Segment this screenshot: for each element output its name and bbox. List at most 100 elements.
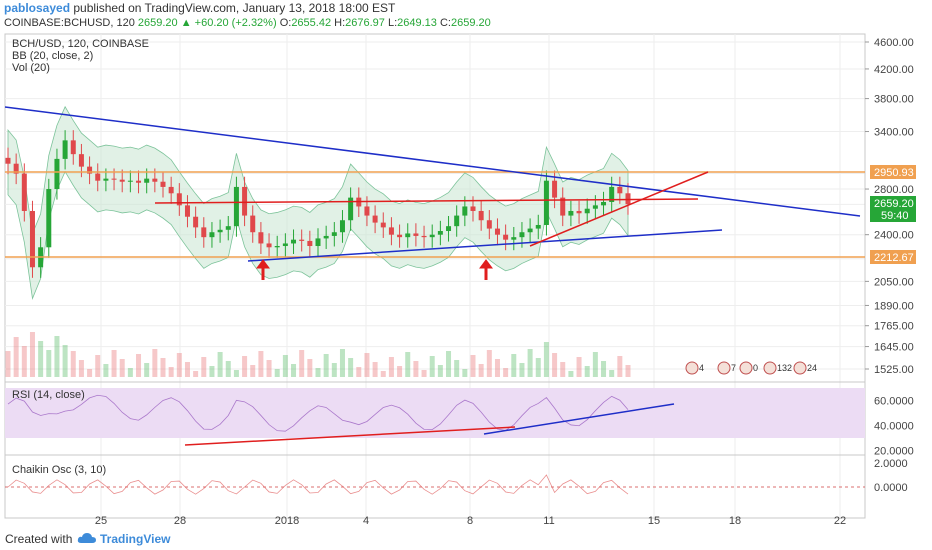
low-value: 2649.13 xyxy=(397,17,437,29)
volume-bar xyxy=(225,361,231,377)
candle-body xyxy=(527,228,533,233)
time-tick-label: 8 xyxy=(467,515,473,527)
candle-body xyxy=(160,181,166,187)
candle-body xyxy=(348,197,354,221)
volume-bar xyxy=(152,349,158,377)
volume-bar xyxy=(103,364,109,377)
rsi-tick-label: 40.0000 xyxy=(874,421,914,433)
svg-text:2659.20: 2659.20 xyxy=(874,198,914,210)
volume-bar xyxy=(38,341,44,377)
candle-body xyxy=(78,154,84,167)
candle-body xyxy=(266,243,272,248)
candle-body xyxy=(405,233,411,238)
event-badges[interactable]: 4 7 0 132 24 xyxy=(685,361,817,375)
volume-bar xyxy=(543,342,549,377)
last-price-label: 2659.20 59:40 xyxy=(870,196,916,222)
volume-bar xyxy=(617,356,623,377)
volume-bar xyxy=(454,360,460,377)
volume-bar xyxy=(274,369,280,377)
price-tick-label: 1765.00 xyxy=(874,321,914,333)
candle-body xyxy=(250,215,256,233)
price-tick-label: 2400.00 xyxy=(874,230,914,242)
volume-bar xyxy=(266,360,272,377)
event-badge-count: 7 xyxy=(731,363,736,373)
volume-bar xyxy=(552,353,558,377)
volume-bar xyxy=(111,350,117,377)
volume-bar xyxy=(144,363,150,377)
price-tick-label: 3400.00 xyxy=(874,127,914,139)
volume-bar xyxy=(5,351,11,377)
author-name[interactable]: pablosayed xyxy=(4,1,71,15)
event-badge-icon xyxy=(763,361,777,375)
price-change: +60.20 (+2.32%) xyxy=(194,17,277,29)
time-tick-label: 22 xyxy=(834,515,846,527)
candle-body xyxy=(446,226,452,232)
bb-legend: BB (20, close, 2) xyxy=(12,50,93,62)
volume-bar xyxy=(397,366,403,377)
time-tick-label: 15 xyxy=(648,515,660,527)
svg-text:59:40: 59:40 xyxy=(881,210,909,222)
ascending-trendline[interactable] xyxy=(247,229,723,262)
volume-bar xyxy=(568,371,574,377)
event-badge-count: 0 xyxy=(753,363,758,373)
price-tick-label: 1525.00 xyxy=(874,364,914,376)
price-tick-label: 1890.00 xyxy=(874,300,914,312)
candle-body xyxy=(299,239,305,241)
candle-body xyxy=(258,232,264,244)
open-label: O: xyxy=(279,17,292,29)
volume-bar xyxy=(421,370,427,377)
candle-body xyxy=(315,238,321,247)
candle-body xyxy=(242,186,248,216)
price-tick-label: 2050.00 xyxy=(874,276,914,288)
event-badge-count: 4 xyxy=(699,363,704,373)
close-value: 2659.20 xyxy=(450,17,491,29)
rsi-red-trendline[interactable] xyxy=(184,426,516,446)
volume-bar xyxy=(291,364,297,377)
candle-body xyxy=(331,232,337,236)
volume-bar xyxy=(511,354,517,377)
rising-support-line[interactable] xyxy=(529,171,709,247)
price-tick-label: 1645.00 xyxy=(874,342,914,354)
volume-bar xyxy=(348,358,354,377)
candle-body xyxy=(307,240,313,247)
chart-canvas[interactable]: BCH/USD, 120, COINBASE BB (20, close, 2)… xyxy=(0,32,932,528)
candle-body xyxy=(543,180,549,225)
candle-body xyxy=(601,202,607,206)
high-label: H: xyxy=(334,17,346,29)
candle-body xyxy=(233,186,239,227)
time-axis: 25 28 2018 4 8 11 15 18 22 xyxy=(95,515,846,527)
volume-bar xyxy=(70,351,76,377)
rsi-blue-trendline[interactable] xyxy=(483,403,675,435)
volume-bar xyxy=(478,364,484,377)
candle-body xyxy=(364,206,370,216)
descending-trendline[interactable] xyxy=(4,106,861,217)
resistance-price-label: 2950.93 xyxy=(870,165,916,179)
candle-body xyxy=(413,233,419,236)
range-top-line[interactable] xyxy=(154,198,699,204)
candle-body xyxy=(380,222,386,228)
volume-bar xyxy=(46,350,52,377)
candle-body xyxy=(168,186,174,194)
candle-body xyxy=(46,189,52,248)
volume-bar xyxy=(242,356,248,377)
candle-body xyxy=(339,220,345,233)
volume-bar xyxy=(233,370,239,377)
volume-bar xyxy=(258,351,264,377)
svg-text:2212.67: 2212.67 xyxy=(874,252,914,264)
candle-body xyxy=(494,228,500,235)
chaikin-line xyxy=(7,474,629,495)
rsi-axis: 60.0000 40.0000 20.0000 xyxy=(874,396,914,458)
volume-bar xyxy=(592,352,598,377)
candle-body xyxy=(193,216,199,228)
candle-body xyxy=(127,180,133,182)
candle-body xyxy=(519,232,525,238)
candle-body xyxy=(54,158,60,190)
volume-bar xyxy=(584,366,590,377)
candle-body xyxy=(87,166,93,174)
tradingview-brand[interactable]: TradingView xyxy=(100,532,171,546)
volume-bar xyxy=(372,362,378,377)
event-badge-icon xyxy=(793,361,807,375)
volume-bar xyxy=(331,363,337,377)
volume-bar xyxy=(21,346,27,377)
time-tick-label: 28 xyxy=(174,515,186,527)
